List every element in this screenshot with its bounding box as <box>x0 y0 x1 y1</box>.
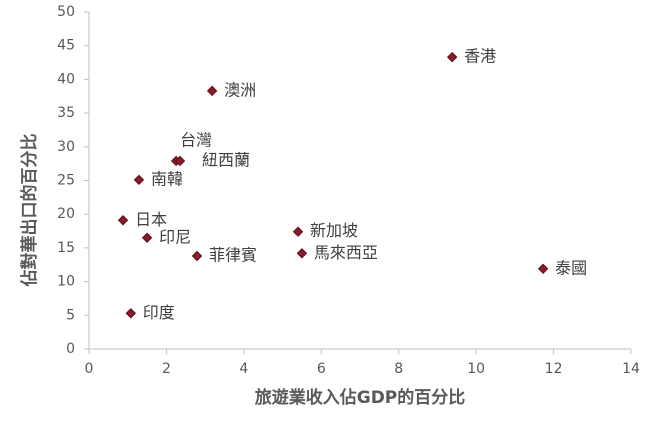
point-label: 日本 <box>135 210 167 229</box>
y-axis-title: 佔對華出口的百分比 <box>19 134 40 288</box>
point-label: 印尼 <box>159 227 191 246</box>
point <box>133 174 145 186</box>
y-tick-label: 0 <box>66 341 75 357</box>
point-label: 紐西蘭 <box>202 150 250 169</box>
point <box>206 85 218 97</box>
y-tick-label: 50 <box>57 4 75 20</box>
y-tick-label: 40 <box>57 71 75 87</box>
x-tick-label: 14 <box>622 361 640 377</box>
point-label: 泰國 <box>555 258 587 277</box>
point-label: 香港 <box>464 47 496 66</box>
x-tick-label: 0 <box>85 361 94 377</box>
point <box>141 232 153 243</box>
point-label: 新加坡 <box>310 221 358 240</box>
point <box>174 155 186 167</box>
y-tick-label: 35 <box>57 105 75 121</box>
point <box>296 248 308 259</box>
point-label: 台灣 <box>180 130 212 149</box>
point <box>125 308 137 319</box>
y-tick-label: 25 <box>57 173 75 189</box>
point-label: 菲律賓 <box>209 245 257 264</box>
point <box>292 226 304 237</box>
point-label: 印度 <box>143 303 175 322</box>
x-tick-label: 12 <box>545 361 563 377</box>
point <box>537 263 549 275</box>
point <box>117 215 129 226</box>
y-tick-label: 30 <box>57 139 75 155</box>
y-tick-label: 20 <box>57 206 75 222</box>
x-tick-label: 4 <box>239 361 248 377</box>
x-tick-label: 2 <box>162 361 171 377</box>
point <box>446 51 458 63</box>
x-tick-label: 6 <box>317 361 326 377</box>
y-tick-label: 10 <box>57 274 75 290</box>
point-label: 澳洲 <box>224 80 256 99</box>
point-label: 馬來西亞 <box>314 243 378 262</box>
y-tick-label: 45 <box>57 38 75 54</box>
y-tick-label: 5 <box>66 307 75 323</box>
x-tick-label: 8 <box>394 361 403 377</box>
x-axis-title: 旅遊業收入佔GDP的百分比 <box>255 387 466 408</box>
y-tick-label: 15 <box>57 240 75 256</box>
point-label: 南韓 <box>151 169 183 188</box>
point <box>191 250 203 262</box>
x-tick-label: 10 <box>467 361 485 377</box>
